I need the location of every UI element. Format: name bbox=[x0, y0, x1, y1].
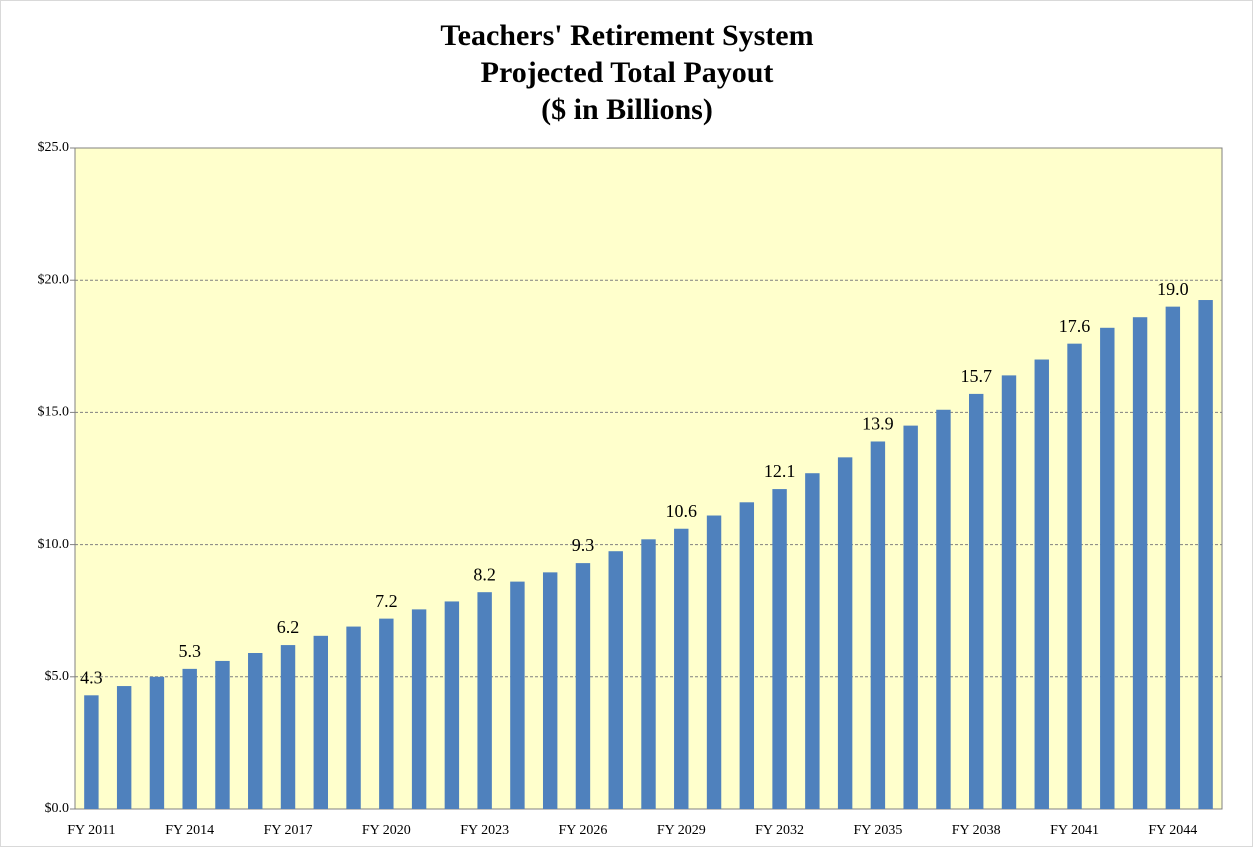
bar bbox=[837, 457, 853, 809]
y-tick-label: $10.0 bbox=[38, 537, 70, 552]
y-tick-label: $15.0 bbox=[38, 405, 70, 420]
bar bbox=[346, 626, 361, 809]
bar bbox=[805, 473, 820, 809]
bar bbox=[772, 489, 787, 809]
data-label: 9.3 bbox=[572, 535, 595, 555]
x-tick-label: FY 2029 bbox=[657, 823, 706, 838]
bar bbox=[936, 409, 951, 809]
y-tick-label: $0.0 bbox=[45, 801, 70, 816]
bar bbox=[706, 515, 722, 809]
bar bbox=[149, 676, 165, 809]
bar bbox=[313, 635, 328, 809]
bar bbox=[575, 563, 591, 809]
x-tick-label: FY 2044 bbox=[1148, 823, 1197, 838]
data-label: 8.2 bbox=[473, 564, 496, 584]
chart-title: Teachers' Retirement System bbox=[440, 19, 813, 52]
x-tick-label: FY 2038 bbox=[952, 823, 1001, 838]
bar bbox=[641, 539, 656, 809]
x-tick-label: FY 2017 bbox=[264, 823, 313, 838]
bar bbox=[1001, 375, 1017, 809]
data-label: 7.2 bbox=[375, 591, 398, 611]
bar bbox=[510, 581, 525, 809]
bar bbox=[870, 441, 886, 809]
y-tick-label: $5.0 bbox=[45, 669, 70, 684]
bar bbox=[477, 592, 492, 809]
bar bbox=[248, 653, 263, 809]
bar bbox=[739, 502, 755, 809]
data-label: 5.3 bbox=[178, 641, 201, 661]
y-tick-label: $20.0 bbox=[38, 272, 70, 287]
data-label: 15.7 bbox=[960, 366, 992, 386]
bar bbox=[1034, 359, 1049, 809]
data-label: 4.3 bbox=[80, 667, 103, 687]
data-label: 13.9 bbox=[862, 414, 894, 434]
bar bbox=[1198, 300, 1213, 809]
x-tick-label: FY 2032 bbox=[755, 823, 804, 838]
bar bbox=[379, 618, 394, 809]
chart-title: Projected Total Payout bbox=[481, 56, 774, 89]
bar bbox=[1067, 343, 1082, 809]
x-tick-label: FY 2026 bbox=[559, 823, 608, 838]
bar bbox=[84, 695, 99, 809]
bar bbox=[903, 425, 918, 809]
x-tick-label: FY 2011 bbox=[67, 823, 115, 838]
bar bbox=[674, 528, 689, 809]
x-tick-label: FY 2035 bbox=[853, 823, 902, 838]
data-label: 17.6 bbox=[1059, 316, 1091, 336]
bar bbox=[542, 572, 558, 809]
bar bbox=[1100, 327, 1115, 809]
bar bbox=[1165, 306, 1181, 809]
bar bbox=[280, 645, 296, 809]
y-tick-label: $25.0 bbox=[38, 140, 70, 155]
bar bbox=[182, 668, 197, 809]
data-label: 12.1 bbox=[764, 461, 796, 481]
data-label: 10.6 bbox=[666, 501, 698, 521]
bar bbox=[411, 609, 427, 809]
x-tick-label: FY 2014 bbox=[165, 823, 214, 838]
bar bbox=[969, 393, 984, 809]
data-label: 19.0 bbox=[1157, 279, 1189, 299]
x-tick-label: FY 2023 bbox=[460, 823, 509, 838]
bar bbox=[444, 601, 460, 809]
chart-title: ($ in Billions) bbox=[541, 93, 713, 126]
data-label: 6.2 bbox=[277, 617, 300, 637]
x-tick-label: FY 2020 bbox=[362, 823, 411, 838]
bar bbox=[1132, 317, 1148, 809]
bar bbox=[608, 551, 623, 809]
bar bbox=[116, 686, 132, 809]
bar bbox=[215, 660, 230, 809]
x-tick-label: FY 2041 bbox=[1050, 823, 1099, 838]
